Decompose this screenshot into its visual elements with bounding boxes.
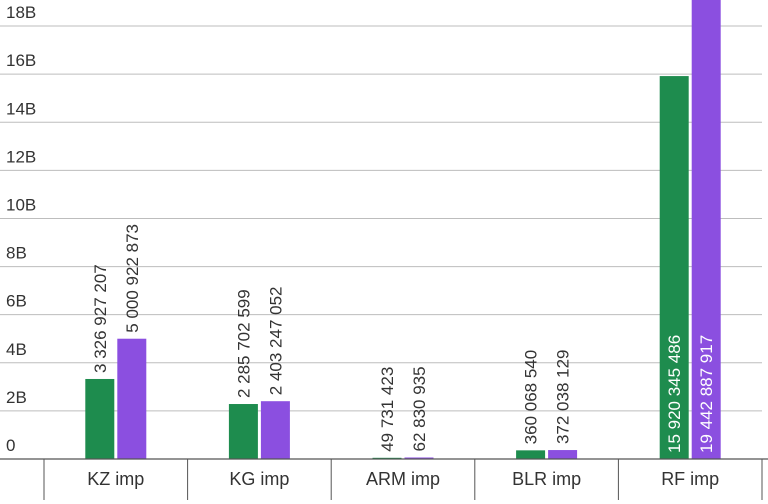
y-tick-label: 14B bbox=[6, 99, 36, 118]
x-tick-label: ARM imp bbox=[366, 469, 440, 489]
data-label: 5 000 922 873 bbox=[123, 224, 142, 333]
y-tick-label: 2B bbox=[6, 388, 27, 407]
x-tick-label: RF imp bbox=[661, 469, 719, 489]
bar-blr-imp-s2 bbox=[548, 450, 578, 459]
y-tick-label: 0 bbox=[6, 436, 15, 455]
bars bbox=[85, 0, 721, 460]
data-label: 2 403 247 052 bbox=[266, 286, 285, 395]
data-label: 15 920 345 486 bbox=[665, 335, 684, 453]
bar-arm-imp-s2 bbox=[404, 457, 434, 459]
bar-kg-imp-s1 bbox=[228, 404, 258, 459]
data-label: 19 442 887 917 bbox=[697, 335, 716, 453]
x-tick-label: KZ imp bbox=[87, 469, 144, 489]
bar-rf-imp-s1 bbox=[659, 76, 689, 460]
x-axis: KZ imp KG imp ARM imp BLR imp RF imp bbox=[0, 458, 768, 500]
data-label: 372 038 129 bbox=[554, 350, 573, 445]
data-label: 3 326 927 207 bbox=[91, 264, 110, 373]
data-label: 2 285 702 599 bbox=[234, 289, 253, 398]
y-tick-label: 12B bbox=[6, 147, 36, 166]
x-tick-label: KG imp bbox=[229, 469, 289, 489]
y-axis: 0 2B 4B 6B 8B 10B 12B 14B 16B 18B bbox=[6, 3, 36, 455]
y-tick-label: 18B bbox=[6, 3, 36, 22]
y-tick-label: 6B bbox=[6, 292, 27, 311]
data-label: 360 068 540 bbox=[522, 350, 541, 445]
bar-kz-imp-s1 bbox=[85, 378, 115, 459]
data-label: 62 830 935 bbox=[410, 366, 429, 451]
data-label: 49 731 423 bbox=[378, 367, 397, 452]
y-tick-label: 4B bbox=[6, 340, 27, 359]
bar-kz-imp-s2 bbox=[117, 338, 147, 459]
bar-kg-imp-s2 bbox=[260, 401, 290, 459]
y-tick-label: 16B bbox=[6, 51, 36, 70]
data-labels: 3 326 927 207 5 000 922 873 2 285 702 599 2… bbox=[91, 224, 716, 453]
grid-lines bbox=[0, 25, 762, 412]
bar-blr-imp-s1 bbox=[516, 450, 546, 459]
y-tick-label: 10B bbox=[6, 195, 36, 214]
bar-rf-imp-s2 bbox=[691, 0, 721, 459]
y-tick-label: 8B bbox=[6, 244, 27, 263]
x-tick-label: BLR imp bbox=[512, 469, 581, 489]
